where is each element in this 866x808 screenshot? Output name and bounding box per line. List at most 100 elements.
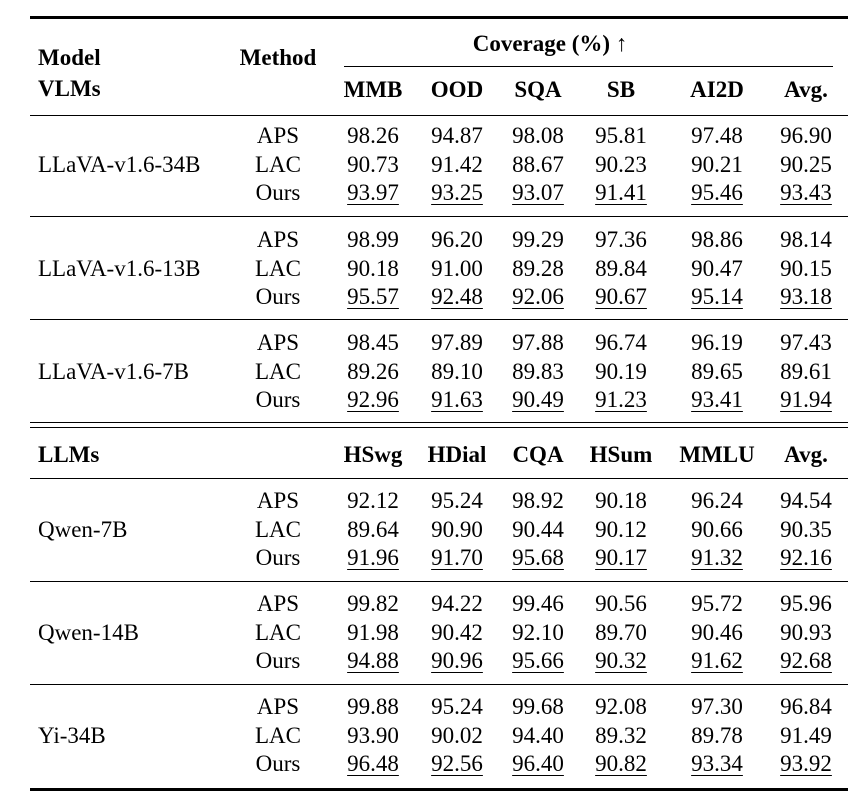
value-cell: 92.56: [431, 751, 483, 776]
value-cell: 91.00: [431, 255, 483, 281]
method-cell: APS: [256, 488, 300, 513]
value-cell: 89.70: [595, 619, 647, 645]
value-cell: 98.86: [691, 227, 743, 252]
model-name: LLaVA-v1.6-13B: [38, 255, 201, 281]
value-cell: 89.61: [780, 358, 832, 384]
method-cell: LAC: [255, 151, 301, 177]
value-cell: 93.92: [780, 751, 832, 776]
value-cell: 95.24: [431, 488, 483, 513]
value-cell: 93.97: [347, 180, 399, 205]
method-cell: APS: [256, 123, 300, 148]
value-cell: 98.99: [347, 227, 399, 252]
value-cell: 90.17: [595, 545, 647, 570]
group-separator: [30, 216, 848, 217]
value-cell: 93.18: [780, 284, 832, 309]
llm-col-header: CQA: [512, 442, 564, 467]
value-cell: 91.98: [347, 619, 399, 645]
value-cell: 97.30: [691, 694, 743, 719]
value-cell: 91.32: [691, 545, 743, 570]
value-cell: 89.78: [691, 722, 743, 748]
model-name: Qwen-7B: [38, 516, 128, 542]
section-rule-2: [30, 427, 848, 429]
method-cell: Ours: [255, 387, 301, 412]
value-cell: 98.92: [512, 488, 564, 513]
value-cell: 91.96: [347, 545, 399, 570]
value-cell: 92.10: [512, 619, 564, 645]
value-cell: 97.88: [512, 330, 564, 355]
value-cell: 95.66: [512, 648, 564, 673]
value-cell: 91.49: [780, 722, 832, 748]
value-cell: 89.84: [595, 255, 647, 281]
value-cell: 91.42: [431, 151, 483, 177]
value-cell: 90.96: [431, 648, 483, 673]
value-cell: 94.87: [431, 123, 483, 148]
method-cell: LAC: [255, 722, 301, 748]
value-cell: 93.07: [512, 180, 564, 205]
value-cell: 91.62: [691, 648, 743, 673]
method-cell: APS: [256, 227, 300, 252]
top-rule: [30, 16, 848, 19]
value-cell: 95.24: [431, 694, 483, 719]
llm-header-rule: [30, 478, 848, 480]
model-name: LLaVA-v1.6-34B: [38, 151, 201, 177]
value-cell: 90.02: [431, 722, 483, 748]
value-cell: 95.57: [347, 284, 399, 309]
value-cell: 88.67: [512, 151, 564, 177]
method-cell: APS: [256, 694, 300, 719]
model-name: Yi-34B: [38, 722, 106, 748]
value-cell: 92.12: [347, 488, 399, 513]
value-cell: 89.10: [431, 358, 483, 384]
value-cell: 92.96: [347, 387, 399, 412]
value-cell: 90.12: [595, 516, 647, 542]
value-cell: 96.74: [595, 330, 647, 355]
coverage-header: Coverage (%) ↑: [472, 31, 628, 56]
model-header: Model: [38, 45, 101, 70]
method-cell: Ours: [255, 648, 301, 673]
value-cell: 89.26: [347, 358, 399, 384]
value-cell: 89.64: [347, 516, 399, 542]
value-cell: 93.43: [780, 180, 832, 205]
value-cell: 90.23: [595, 151, 647, 177]
value-cell: 90.67: [595, 284, 647, 309]
vlm-col-header: Avg.: [784, 77, 828, 102]
value-cell: 90.56: [595, 591, 647, 616]
method-cell: Ours: [255, 545, 301, 570]
value-cell: 97.48: [691, 123, 743, 148]
value-cell: 97.36: [595, 227, 647, 252]
value-cell: 90.82: [595, 751, 647, 776]
value-cell: 90.19: [595, 358, 647, 384]
method-cell: LAC: [255, 358, 301, 384]
value-cell: 92.16: [780, 545, 832, 570]
value-cell: 96.19: [691, 330, 743, 355]
method-cell: Ours: [255, 751, 301, 776]
value-cell: 90.49: [512, 387, 564, 412]
value-cell: 89.83: [512, 358, 564, 384]
llm-header: LLMs: [38, 442, 100, 467]
value-cell: 91.63: [431, 387, 483, 412]
vlm-col-header: SB: [606, 77, 636, 102]
value-cell: 96.40: [512, 751, 564, 776]
value-cell: 94.22: [431, 591, 483, 616]
value-cell: 96.48: [347, 751, 399, 776]
method-cell: APS: [256, 330, 300, 355]
value-cell: 92.48: [431, 284, 483, 309]
value-cell: 96.24: [691, 488, 743, 513]
value-cell: 94.54: [780, 488, 832, 513]
value-cell: 92.68: [780, 648, 832, 673]
value-cell: 90.66: [691, 516, 743, 542]
value-cell: 92.06: [512, 284, 564, 309]
value-cell: 96.84: [780, 694, 832, 719]
value-cell: 99.88: [347, 694, 399, 719]
llm-col-header: MMLU: [679, 442, 755, 467]
value-cell: 94.40: [512, 722, 564, 748]
value-cell: 89.28: [512, 255, 564, 281]
model-name: Qwen-14B: [38, 619, 139, 645]
value-cell: 98.14: [780, 227, 832, 252]
method-cell: Ours: [255, 284, 301, 309]
value-cell: 90.21: [691, 151, 743, 177]
value-cell: 98.26: [347, 123, 399, 148]
llm-col-header: Avg.: [784, 442, 828, 467]
vlm-col-header: AI2D: [690, 77, 744, 102]
value-cell: 90.90: [431, 516, 483, 542]
value-cell: 95.72: [691, 591, 743, 616]
